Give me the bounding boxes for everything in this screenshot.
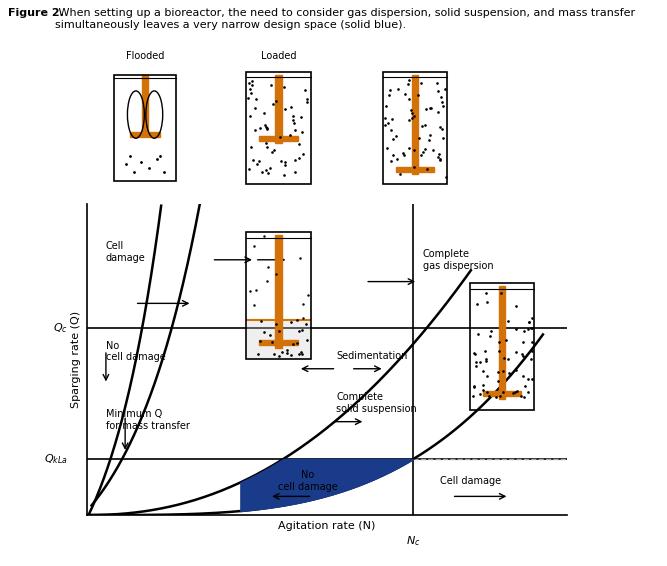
Bar [259, 136, 297, 141]
Text: $Q_{kLa}$: $Q_{kLa}$ [43, 452, 67, 466]
Text: Figure 2.: Figure 2. [8, 8, 64, 19]
Bar [247, 320, 310, 359]
Bar [142, 75, 148, 135]
Bar [470, 283, 534, 410]
Text: No
cell damage: No cell damage [277, 470, 338, 492]
Bar [383, 72, 448, 185]
Text: Cell
damage: Cell damage [106, 241, 145, 263]
Text: Complete
gas dispersion: Complete gas dispersion [423, 249, 494, 271]
Text: No
cell damage: No cell damage [106, 341, 165, 362]
Bar [483, 391, 521, 396]
Bar [412, 75, 418, 174]
Bar [259, 340, 297, 345]
Text: Sedimentation: Sedimentation [336, 351, 408, 361]
Title: Flooded: Flooded [126, 52, 164, 62]
Bar [275, 235, 281, 348]
Bar [246, 72, 311, 185]
Text: $Q_c$: $Q_c$ [53, 321, 67, 335]
X-axis label: Agitation rate (N): Agitation rate (N) [278, 521, 376, 530]
Text: Complete
solid suspension: Complete solid suspension [336, 392, 417, 414]
Bar [396, 167, 434, 172]
Bar [275, 75, 281, 143]
Text: Minimum Q
for mass transfer: Minimum Q for mass transfer [106, 409, 190, 431]
Text: When setting up a bioreactor, the need to consider gas dispersion, solid suspens: When setting up a bioreactor, the need t… [55, 8, 635, 30]
Text: $N_c$: $N_c$ [406, 534, 420, 547]
Bar [115, 75, 176, 181]
Text: Cell damage: Cell damage [440, 476, 502, 486]
Bar [499, 286, 505, 399]
Y-axis label: Sparging rate (Q): Sparging rate (Q) [71, 311, 81, 408]
Bar [246, 232, 311, 359]
Title: Loaded: Loaded [261, 52, 296, 62]
Bar [129, 132, 160, 137]
